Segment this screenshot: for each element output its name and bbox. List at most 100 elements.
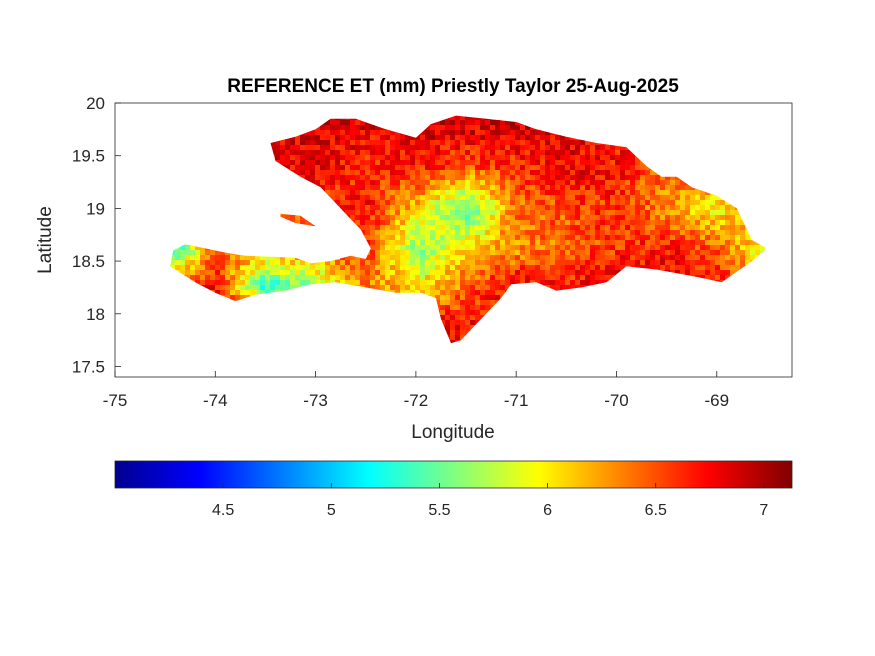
et-cell — [685, 220, 691, 226]
et-cell — [750, 215, 756, 221]
et-cell — [760, 135, 766, 141]
et-cell — [470, 235, 476, 241]
et-cell — [330, 200, 336, 206]
et-cell — [185, 265, 191, 271]
et-cell — [595, 180, 601, 186]
et-cell — [170, 210, 176, 216]
et-cell — [585, 215, 591, 221]
et-cell — [350, 160, 356, 166]
et-cell — [375, 230, 381, 236]
et-cell — [460, 265, 466, 271]
et-cell — [665, 195, 671, 201]
et-cell — [425, 110, 430, 115]
et-cell — [620, 245, 626, 251]
et-cell — [750, 230, 756, 236]
et-cell — [395, 300, 401, 306]
et-cell — [395, 220, 401, 226]
et-cell — [705, 230, 711, 236]
et-cell — [690, 170, 696, 176]
et-cell — [580, 250, 586, 256]
et-cell — [495, 175, 501, 181]
et-cell — [395, 255, 401, 261]
et-cell — [720, 310, 726, 316]
et-cell — [280, 150, 286, 156]
et-cell — [555, 210, 561, 216]
et-cell — [335, 220, 341, 226]
et-cell — [295, 225, 301, 231]
et-cell — [170, 295, 171, 301]
et-cell — [235, 195, 241, 201]
et-cell — [190, 265, 196, 271]
et-cell — [320, 175, 326, 181]
et-cell — [375, 110, 380, 115]
et-cell — [365, 235, 371, 241]
et-cell — [250, 165, 256, 171]
et-cell — [690, 305, 696, 311]
et-cell — [740, 210, 746, 216]
et-cell — [680, 235, 686, 241]
et-cell — [250, 270, 256, 276]
et-cell — [655, 185, 661, 191]
et-cell — [160, 145, 165, 150]
et-cell — [300, 155, 306, 161]
et-cell — [175, 145, 181, 151]
et-cell — [320, 295, 326, 301]
et-cell — [685, 195, 691, 201]
et-cell — [235, 170, 241, 176]
et-cell — [485, 250, 491, 256]
et-cell — [330, 265, 336, 271]
et-cell — [235, 210, 241, 216]
et-cell — [490, 115, 496, 121]
et-cell — [630, 150, 636, 156]
et-cell — [385, 260, 391, 266]
et-cell — [575, 200, 581, 206]
et-cell — [395, 185, 401, 191]
et-cell — [605, 295, 611, 301]
et-cell — [555, 240, 561, 246]
et-cell — [510, 310, 516, 316]
et-cell — [285, 150, 291, 156]
et-cell — [380, 170, 386, 176]
et-cell — [345, 110, 350, 115]
et-cell — [200, 295, 206, 301]
et-cell — [670, 305, 676, 311]
et-cell — [515, 165, 521, 171]
et-cell — [510, 145, 516, 151]
et-cell — [725, 140, 731, 146]
et-cell — [465, 160, 471, 166]
et-cell — [680, 195, 686, 201]
et-cell — [295, 110, 300, 115]
et-cell — [430, 190, 436, 196]
et-cell — [565, 215, 571, 221]
et-cell — [200, 140, 206, 146]
et-cell — [510, 195, 516, 201]
et-cell — [510, 240, 516, 246]
et-cell — [755, 225, 761, 231]
et-cell — [450, 250, 456, 256]
et-cell — [420, 295, 426, 301]
et-cell — [220, 235, 226, 241]
et-cell — [175, 185, 181, 191]
et-cell — [695, 145, 701, 151]
et-cell — [345, 280, 351, 286]
et-cell — [305, 270, 311, 276]
et-cell — [330, 170, 336, 176]
et-cell — [185, 315, 191, 321]
et-cell — [170, 130, 176, 136]
et-cell — [570, 155, 576, 161]
et-cell — [435, 285, 441, 291]
et-cell — [310, 280, 316, 286]
et-cell — [315, 175, 321, 181]
et-cell — [530, 195, 536, 201]
et-cell — [305, 230, 311, 236]
et-cell — [540, 260, 546, 266]
et-cell — [315, 255, 321, 261]
et-cell — [605, 200, 611, 206]
et-cell — [190, 290, 196, 296]
et-cell — [200, 265, 206, 271]
et-cell — [425, 260, 431, 266]
et-cell — [300, 130, 306, 136]
et-cell — [215, 125, 221, 131]
et-cell — [735, 225, 741, 231]
et-cell — [620, 130, 626, 136]
